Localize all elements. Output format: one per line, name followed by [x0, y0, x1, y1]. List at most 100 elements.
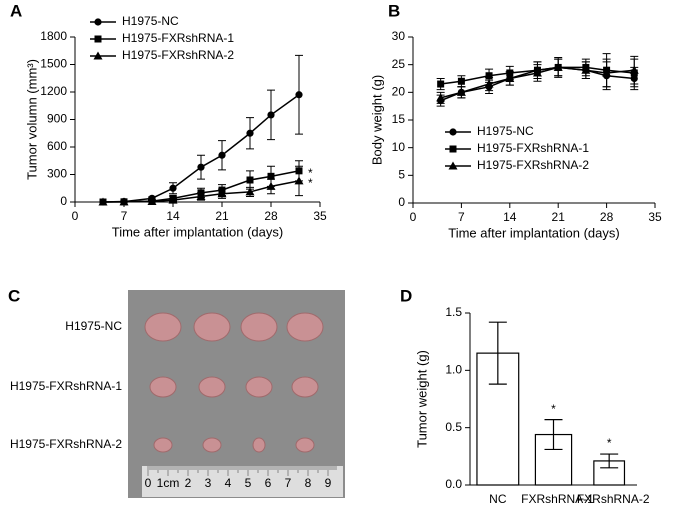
tumor — [202, 437, 222, 453]
marker — [457, 77, 465, 85]
x-tick-label: 14 — [166, 209, 180, 223]
tumor — [153, 437, 173, 453]
legend-label: H1975-FXRshRNA-1 — [477, 141, 589, 155]
marker — [485, 72, 493, 80]
tumor — [245, 376, 273, 398]
y-tick-label: 5 — [398, 168, 405, 182]
marker — [267, 172, 275, 180]
marker — [532, 68, 542, 77]
marker — [197, 163, 205, 171]
x-axis-label: Time after implantation (days) — [112, 224, 283, 239]
marker — [505, 74, 515, 82]
annotation: * — [308, 176, 313, 190]
y-tick-label: 0 — [398, 195, 405, 209]
y-tick-label: 0.0 — [445, 477, 462, 491]
ruler-label: 4 — [225, 476, 232, 490]
tumor — [193, 312, 231, 342]
legend-label: H1975-FXRshRNA-2 — [477, 158, 589, 172]
tumor — [198, 376, 226, 398]
legend-marker — [448, 161, 458, 170]
y-tick-label: 900 — [47, 112, 67, 126]
x-tick-label: 0 — [72, 209, 79, 223]
legend-label: H1975-NC — [477, 124, 534, 138]
marker — [456, 87, 466, 96]
legend-marker — [93, 51, 103, 60]
panel-letter: B — [388, 1, 400, 20]
y-tick-label: 30 — [392, 29, 406, 43]
y-tick-label: 20 — [392, 85, 406, 99]
legend-marker — [449, 128, 457, 136]
y-tick-label: 600 — [47, 139, 67, 153]
ruler-label: 2 — [185, 476, 192, 490]
error-bar — [488, 321, 507, 385]
annotation: * — [607, 436, 612, 450]
marker — [629, 65, 639, 74]
x-tick-label: 7 — [458, 210, 465, 224]
row-label: H1975-NC — [65, 319, 122, 333]
y-tick-label: 300 — [47, 167, 67, 181]
x-tick-label: 35 — [313, 209, 327, 223]
y-axis-label: Body weight (g) — [369, 75, 384, 165]
y-tick-label: 15 — [392, 112, 406, 126]
panel-letter: D — [400, 286, 412, 305]
marker — [169, 184, 177, 192]
marker — [295, 91, 303, 99]
y-tick-label: 1800 — [40, 29, 67, 43]
error-bar — [544, 419, 563, 451]
y-tick-label: 1.0 — [445, 363, 462, 377]
row-label: H1975-FXRshRNA-2 — [10, 437, 122, 451]
error-bar — [600, 453, 619, 469]
marker — [168, 195, 178, 204]
marker — [218, 151, 226, 159]
marker — [266, 181, 276, 190]
panel-letter: A — [10, 1, 22, 20]
x-tick-label: 14 — [503, 210, 517, 224]
x-tick-label: 35 — [648, 210, 662, 224]
ruler-label: 8 — [305, 476, 312, 490]
x-tick-label: 21 — [215, 209, 229, 223]
ruler-label: 6 — [265, 476, 272, 490]
ruler — [142, 466, 343, 497]
tumor — [286, 312, 324, 342]
annotation: * — [551, 402, 556, 416]
legend-marker — [449, 145, 457, 153]
x-tick-label: FXRshRNA-1 — [521, 492, 594, 506]
legend-marker — [94, 18, 102, 26]
marker — [437, 80, 445, 88]
x-tick-label: 7 — [121, 209, 128, 223]
ruler-label: 9 — [325, 476, 332, 490]
x-tick-label: FXRshRNA-2 — [577, 492, 650, 506]
y-tick-label: 0 — [60, 194, 67, 208]
legend-marker — [94, 35, 102, 43]
marker — [581, 65, 591, 74]
ruler-label: 7 — [285, 476, 292, 490]
x-axis-label: Time after implantation (days) — [448, 225, 619, 240]
y-tick-label: 1500 — [40, 57, 67, 71]
marker — [602, 68, 612, 77]
ruler-label: 5 — [245, 476, 252, 490]
x-tick-label: NC — [489, 492, 507, 506]
marker — [217, 189, 227, 198]
legend-label: H1975-NC — [122, 14, 179, 28]
marker — [246, 129, 254, 137]
marker — [147, 197, 157, 206]
marker — [246, 176, 254, 184]
y-axis-label: Tumor weight (g) — [414, 350, 429, 448]
tumor — [295, 437, 315, 453]
marker — [245, 187, 255, 196]
legend-label: H1975-FXRshRNA-2 — [122, 48, 234, 62]
y-tick-label: 0.5 — [445, 420, 462, 434]
tumor — [149, 376, 177, 398]
tumor — [252, 437, 266, 453]
y-tick-label: 1.5 — [445, 305, 462, 319]
marker — [98, 197, 108, 206]
row-label: H1975-FXRshRNA-1 — [10, 379, 122, 393]
marker — [196, 192, 206, 200]
marker — [267, 111, 275, 119]
ruler-label: 0 — [145, 476, 152, 490]
marker — [119, 197, 129, 206]
tumor — [291, 376, 319, 398]
marker — [436, 93, 446, 102]
x-tick-label: 0 — [410, 210, 417, 224]
